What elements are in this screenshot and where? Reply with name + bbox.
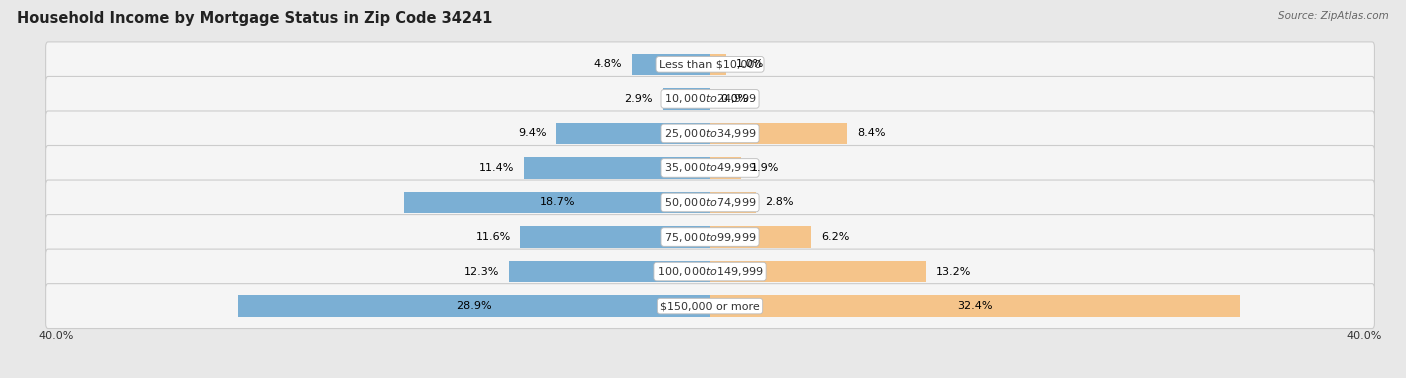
Bar	[710, 123, 848, 144]
Bar	[710, 157, 741, 179]
Bar	[710, 226, 811, 248]
Text: $150,000 or more: $150,000 or more	[661, 301, 759, 311]
Text: $50,000 to $74,999: $50,000 to $74,999	[664, 196, 756, 209]
Text: 1.9%: 1.9%	[751, 163, 779, 173]
Text: 2.8%: 2.8%	[766, 197, 794, 208]
Bar	[710, 54, 727, 75]
FancyBboxPatch shape	[45, 180, 1375, 225]
Bar	[238, 295, 710, 317]
Text: 12.3%: 12.3%	[464, 266, 499, 277]
Legend: Without Mortgage, With Mortgage: Without Mortgage, With Mortgage	[579, 375, 841, 378]
Bar	[710, 261, 925, 282]
Text: 4.8%: 4.8%	[593, 59, 621, 69]
Text: 13.2%: 13.2%	[935, 266, 972, 277]
Text: 0.0%: 0.0%	[720, 94, 748, 104]
FancyBboxPatch shape	[45, 76, 1375, 121]
Text: $35,000 to $49,999: $35,000 to $49,999	[664, 161, 756, 175]
Bar	[520, 226, 710, 248]
Bar	[710, 192, 756, 213]
Text: 9.4%: 9.4%	[517, 129, 547, 138]
FancyBboxPatch shape	[45, 111, 1375, 156]
Text: 11.6%: 11.6%	[475, 232, 510, 242]
Bar	[710, 295, 1240, 317]
Bar	[557, 123, 710, 144]
FancyBboxPatch shape	[45, 146, 1375, 191]
Text: 6.2%: 6.2%	[821, 232, 849, 242]
Text: $100,000 to $149,999: $100,000 to $149,999	[657, 265, 763, 278]
Text: 2.9%: 2.9%	[624, 94, 652, 104]
FancyBboxPatch shape	[45, 284, 1375, 328]
Bar	[662, 88, 710, 110]
FancyBboxPatch shape	[45, 215, 1375, 259]
Text: Household Income by Mortgage Status in Zip Code 34241: Household Income by Mortgage Status in Z…	[17, 11, 492, 26]
Text: 18.7%: 18.7%	[540, 197, 575, 208]
Bar	[509, 261, 710, 282]
Text: $75,000 to $99,999: $75,000 to $99,999	[664, 231, 756, 243]
FancyBboxPatch shape	[45, 249, 1375, 294]
Text: Source: ZipAtlas.com: Source: ZipAtlas.com	[1278, 11, 1389, 21]
Bar	[631, 54, 710, 75]
Text: Less than $10,000: Less than $10,000	[659, 59, 761, 69]
Text: 8.4%: 8.4%	[858, 129, 886, 138]
Text: $25,000 to $34,999: $25,000 to $34,999	[664, 127, 756, 140]
Bar	[523, 157, 710, 179]
FancyBboxPatch shape	[45, 42, 1375, 87]
Text: $10,000 to $24,999: $10,000 to $24,999	[664, 92, 756, 105]
Text: 32.4%: 32.4%	[957, 301, 993, 311]
Text: 28.9%: 28.9%	[456, 301, 492, 311]
Text: 1.0%: 1.0%	[737, 59, 765, 69]
Bar	[405, 192, 710, 213]
Text: 11.4%: 11.4%	[478, 163, 515, 173]
